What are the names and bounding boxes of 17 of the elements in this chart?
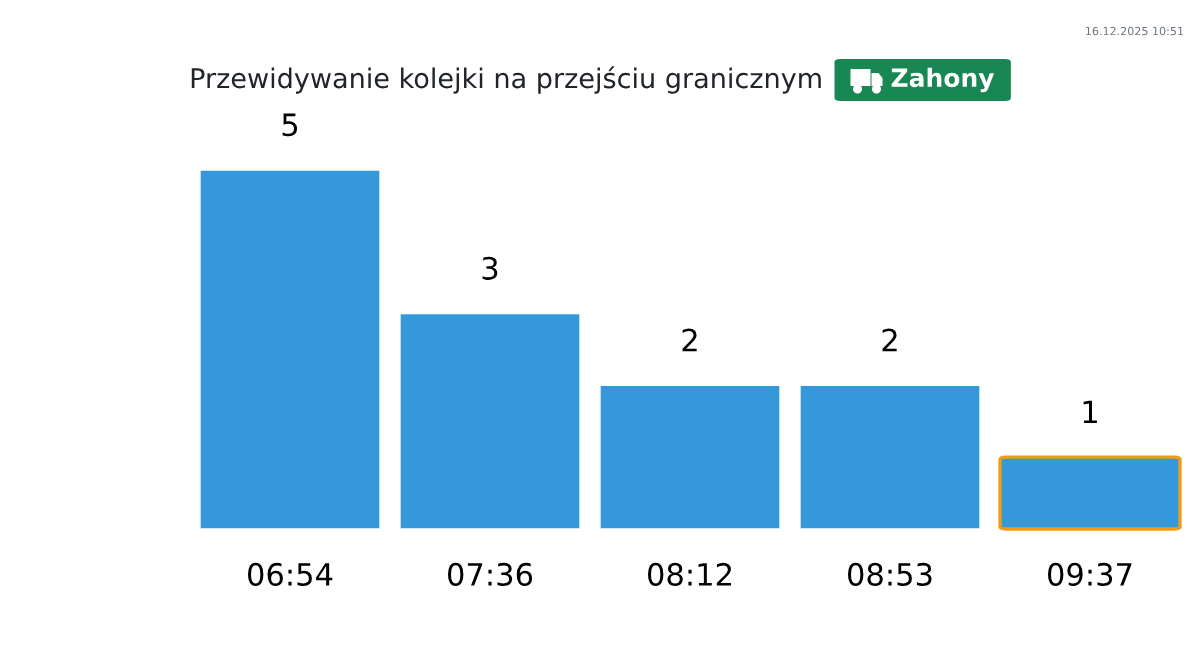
bar — [399, 312, 581, 529]
chart-title: Przewidywanie kolejki na przejściu granicznym — [191, 66, 821, 94]
x-tick-label: 09:37 — [1047, 562, 1132, 586]
text: 16.12.2025 10:51 — [1086, 26, 1183, 36]
x-tick-label: 07:36 — [447, 562, 533, 586]
data-label: 5 — [282, 113, 298, 137]
x-tick-label: 06:54 — [247, 562, 333, 586]
data-label: 1 — [1083, 400, 1097, 424]
chart-subtitle: Zahony — [891, 67, 995, 93]
x-tick-label: 08:53 — [847, 562, 932, 586]
bar — [599, 384, 781, 529]
data-label: 2 — [882, 328, 897, 352]
data-label: 2 — [682, 328, 697, 352]
bar — [799, 384, 981, 529]
x-tick-label: 08:12 — [647, 562, 731, 586]
data-label: 3 — [482, 256, 498, 280]
bar — [199, 170, 381, 529]
